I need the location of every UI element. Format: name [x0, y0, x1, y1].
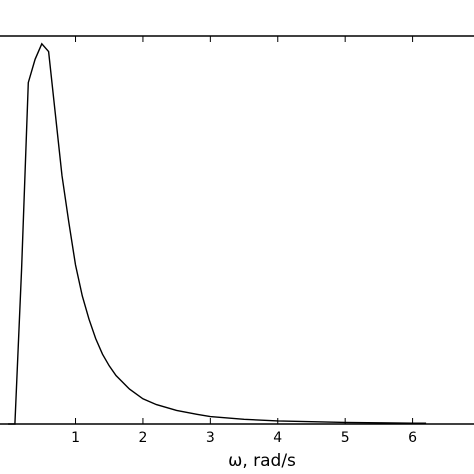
plot-frame [0, 35, 474, 425]
x-tick-label-4: 4 [273, 430, 282, 446]
x-tick-label-5: 5 [341, 430, 350, 446]
x-tick-label-2: 2 [138, 430, 147, 446]
x-tick-label-6: 6 [408, 430, 417, 446]
x-tick-label-3: 3 [206, 430, 215, 446]
x-tick-label-1: 1 [71, 430, 80, 446]
x-axis-label: ω, rad/s [228, 451, 296, 471]
x-axis-ticks: 1 2 3 4 5 6 [71, 36, 417, 446]
series-line [8, 42, 427, 425]
